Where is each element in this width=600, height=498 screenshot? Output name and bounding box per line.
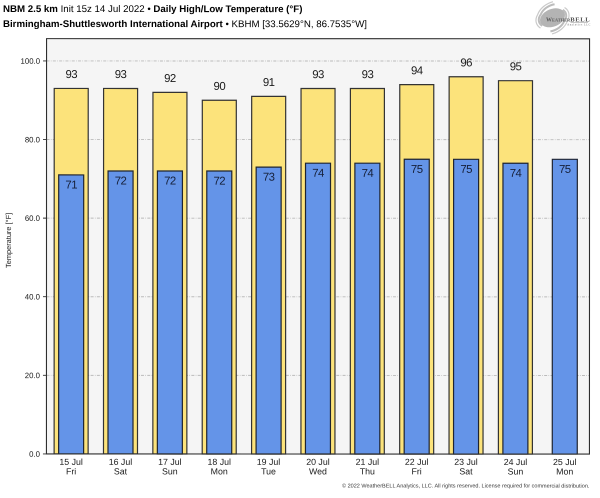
svg-text:Mon: Mon (211, 466, 228, 476)
svg-text:Temperature [°F]: Temperature [°F] (4, 213, 13, 268)
svg-text:Fri: Fri (66, 466, 76, 476)
svg-text:96: 96 (460, 57, 472, 69)
svg-text:24 Jul: 24 Jul (504, 457, 528, 467)
svg-text:94: 94 (411, 65, 423, 77)
svg-text:72: 72 (164, 176, 176, 188)
svg-text:93: 93 (115, 69, 127, 81)
svg-text:80.0: 80.0 (25, 135, 41, 144)
svg-text:Sun: Sun (508, 466, 524, 476)
svg-text:25 Jul: 25 Jul (553, 457, 577, 467)
svg-text:75: 75 (559, 164, 571, 176)
svg-text:Analytics LLC: Analytics LLC (567, 23, 591, 27)
svg-text:20 Jul: 20 Jul (306, 457, 330, 467)
svg-text:92: 92 (164, 73, 176, 85)
svg-text:60.0: 60.0 (25, 214, 41, 223)
svg-text:71: 71 (65, 180, 77, 192)
svg-text:16 Jul: 16 Jul (109, 457, 133, 467)
svg-text:Tue: Tue (261, 466, 276, 476)
svg-text:74: 74 (510, 168, 522, 180)
svg-text:19 Jul: 19 Jul (257, 457, 281, 467)
svg-text:Sun: Sun (162, 466, 178, 476)
svg-text:90: 90 (214, 81, 226, 93)
svg-text:22 Jul: 22 Jul (405, 457, 429, 467)
svg-text:93: 93 (362, 69, 374, 81)
svg-text:Mon: Mon (556, 466, 573, 476)
svg-text:95: 95 (510, 61, 522, 73)
svg-text:Sat: Sat (459, 466, 473, 476)
svg-text:© 2022 WeatherBELL Analytics,: © 2022 WeatherBELL Analytics, LLC. All r… (342, 483, 590, 490)
svg-text:100.0: 100.0 (21, 57, 41, 66)
svg-text:18 Jul: 18 Jul (207, 457, 231, 467)
svg-text:91: 91 (263, 77, 275, 89)
svg-text:Sat: Sat (114, 466, 128, 476)
svg-text:73: 73 (263, 172, 275, 184)
svg-text:93: 93 (312, 69, 324, 81)
svg-text:0.0: 0.0 (29, 450, 41, 459)
svg-text:17 Jul: 17 Jul (158, 457, 182, 467)
svg-text:23 Jul: 23 Jul (454, 457, 478, 467)
svg-text:74: 74 (362, 168, 374, 180)
svg-text:Fri: Fri (412, 466, 422, 476)
svg-text:Thu: Thu (360, 466, 375, 476)
svg-text:20.0: 20.0 (25, 371, 41, 380)
svg-text:Wed: Wed (309, 466, 327, 476)
svg-text:74: 74 (312, 168, 324, 180)
svg-text:75: 75 (411, 164, 423, 176)
svg-text:75: 75 (460, 164, 472, 176)
svg-text:21 Jul: 21 Jul (356, 457, 380, 467)
svg-text:15 Jul: 15 Jul (59, 457, 83, 467)
svg-text:72: 72 (214, 176, 226, 188)
svg-text:40.0: 40.0 (25, 293, 41, 302)
svg-text:93: 93 (65, 69, 77, 81)
svg-text:72: 72 (115, 176, 127, 188)
